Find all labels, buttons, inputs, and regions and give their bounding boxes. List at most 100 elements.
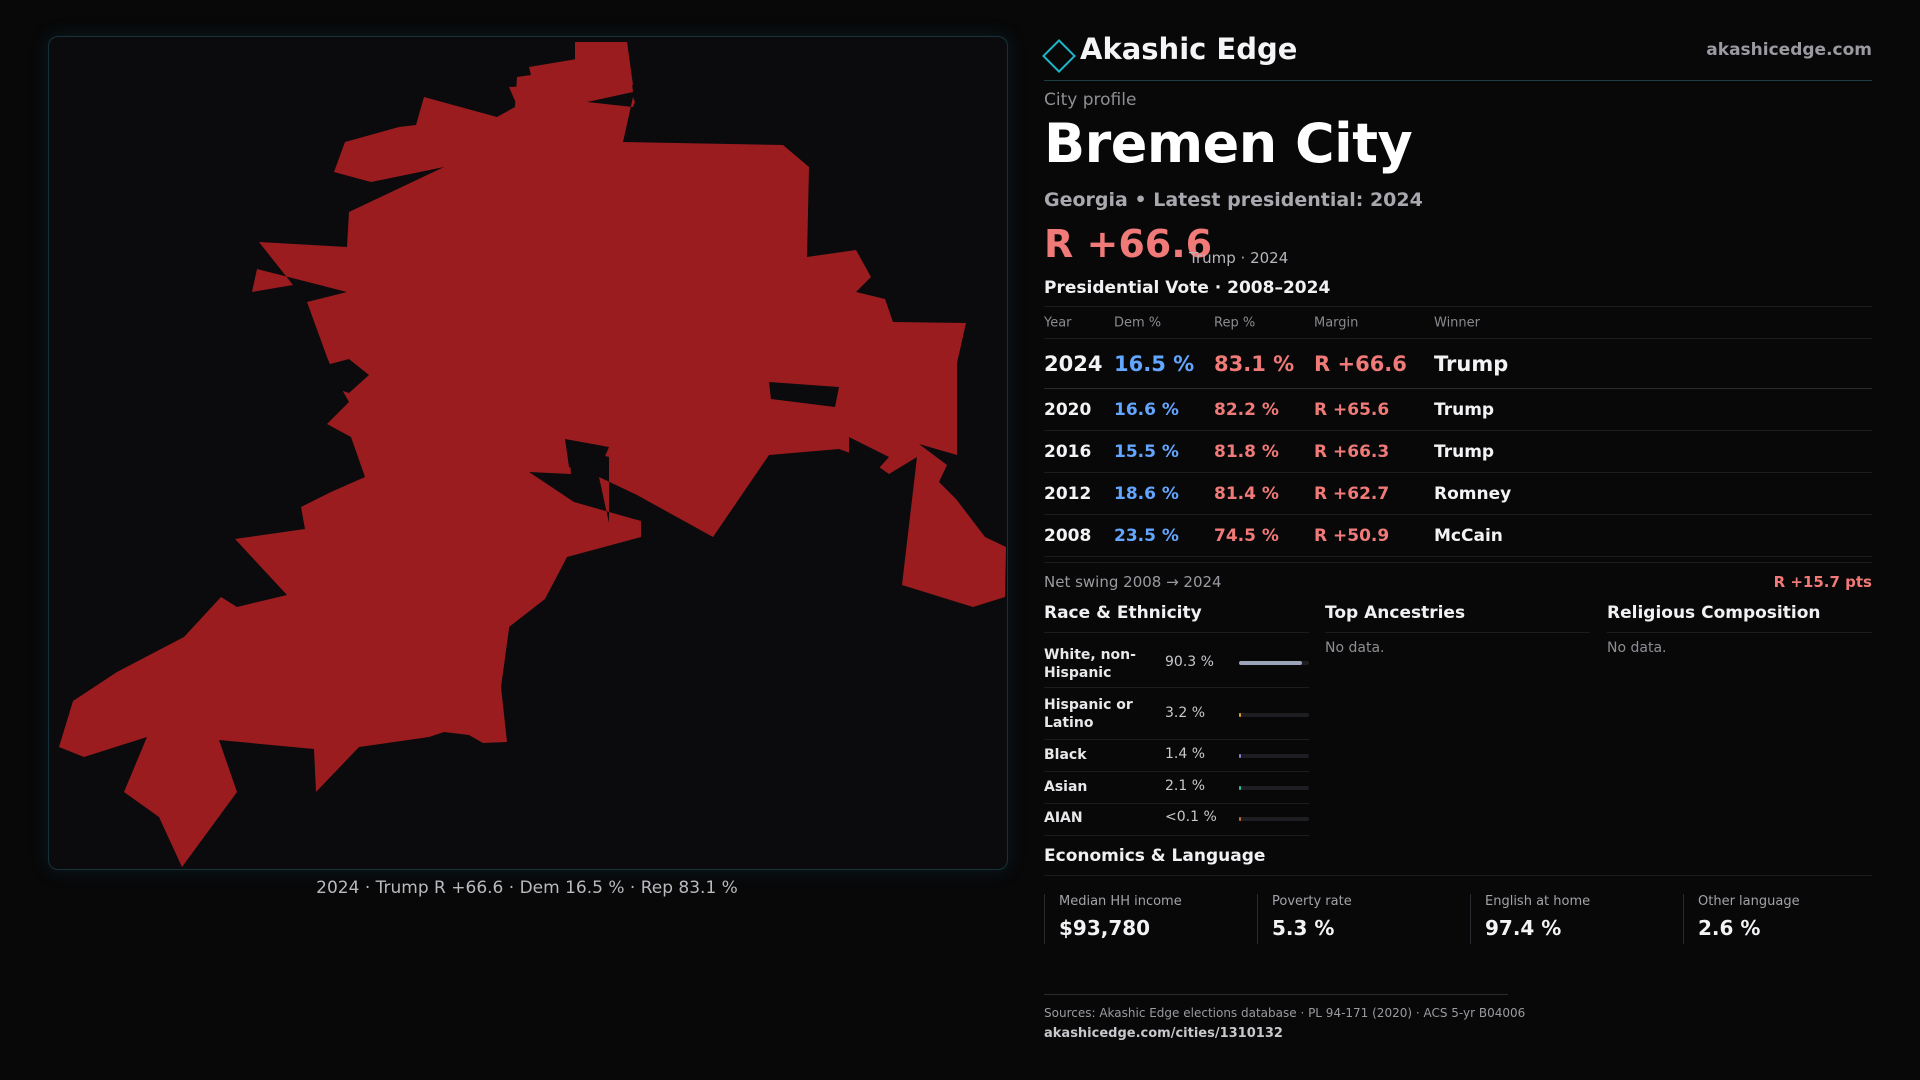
econ-value: 2.6 %: [1698, 916, 1761, 940]
ancestries-empty: No data.: [1325, 640, 1385, 656]
race-value: 3.2 %: [1165, 705, 1206, 721]
race-bar-track: [1239, 713, 1309, 717]
economics-divider: [1044, 875, 1872, 876]
race-bar-track: [1239, 817, 1309, 821]
profile-subtitle: Georgia • Latest presidential: 2024: [1044, 189, 1423, 211]
header-dem: Dem %: [1114, 315, 1162, 331]
city-boundary-shape: [59, 42, 1006, 867]
net-swing-value: R +15.7 pts: [1773, 573, 1872, 591]
race-row: Hispanic or Latino 3.2 %: [1044, 688, 1309, 740]
race-bar-fill: [1239, 661, 1303, 665]
econ-median-income: Median HH income $93,780: [1044, 894, 1245, 944]
race-bar-track: [1239, 661, 1309, 665]
net-swing-label: Net swing 2008 → 2024: [1044, 573, 1222, 591]
race-bar-track: [1239, 754, 1309, 758]
latest-margin: R +66.6: [1044, 222, 1213, 266]
table-row: 2020 16.6 % 82.2 % R +65.6 Trump: [1044, 389, 1872, 431]
row-margin: R +62.7: [1314, 483, 1390, 504]
row-winner: McCain: [1434, 525, 1503, 546]
race-label: Asian: [1044, 779, 1088, 795]
econ-value: 5.3 %: [1272, 916, 1335, 940]
page-title: Bremen City: [1044, 112, 1413, 175]
econ-value: $93,780: [1059, 916, 1151, 940]
race-row: Black 1.4 %: [1044, 740, 1309, 772]
table-row: 2012 18.6 % 81.4 % R +62.7 Romney: [1044, 473, 1872, 515]
row-year: 2012: [1044, 483, 1092, 504]
row-rep: 81.8 %: [1214, 441, 1279, 462]
econ-english-at-home: English at home 97.4 %: [1470, 894, 1671, 944]
row-winner: Trump: [1434, 399, 1495, 420]
brand-name: Akashic Edge: [1080, 32, 1298, 66]
econ-label: Other language: [1698, 894, 1800, 909]
row-margin: R +50.9: [1314, 525, 1390, 546]
city-boundary-map: [48, 36, 1008, 870]
econ-other-language: Other language 2.6 %: [1683, 894, 1873, 944]
diamond-icon: [1042, 39, 1076, 73]
header-margin: Margin: [1314, 315, 1359, 331]
footer-url-link[interactable]: akashicedge.com/cities/1310132: [1044, 1026, 1283, 1041]
row-margin: R +66.6: [1314, 351, 1407, 376]
net-swing: Net swing 2008 → 2024 R +15.7 pts: [1044, 562, 1872, 593]
table-row: 2016 15.5 % 81.8 % R +66.3 Trump: [1044, 431, 1872, 473]
race-row: AIAN <0.1 %: [1044, 804, 1309, 836]
row-dem: 15.5 %: [1114, 441, 1179, 462]
race-label: Black: [1044, 747, 1087, 763]
row-dem: 16.6 %: [1114, 399, 1179, 420]
econ-poverty-rate: Poverty rate 5.3 %: [1257, 894, 1458, 944]
vote-table-header: Year Dem % Rep % Margin Winner: [1044, 307, 1872, 339]
row-dem: 23.5 %: [1114, 525, 1179, 546]
city-profile-panel: Akashic Edge akashicedge.com City profil…: [1042, 0, 1873, 1080]
row-rep: 74.5 %: [1214, 525, 1279, 546]
race-bar-track: [1239, 786, 1309, 790]
map-caption: 2024 · Trump R +66.6 · Dem 16.5 % · Rep …: [316, 878, 738, 898]
site-link[interactable]: akashicedge.com: [1706, 40, 1872, 60]
row-year: 2020: [1044, 399, 1092, 420]
row-dem: 16.5 %: [1114, 351, 1195, 376]
econ-value: 97.4 %: [1485, 916, 1562, 940]
row-rep: 81.4 %: [1214, 483, 1279, 504]
religion-title: Religious Composition: [1607, 603, 1821, 623]
race-bar-fill: [1239, 713, 1242, 717]
header-winner: Winner: [1434, 315, 1481, 331]
race-divider: [1044, 632, 1309, 633]
profile-kicker: City profile: [1044, 90, 1137, 110]
race-row: Asian 2.1 %: [1044, 772, 1309, 804]
race-value: 1.4 %: [1165, 746, 1206, 762]
row-winner: Trump: [1434, 441, 1495, 462]
footer-divider: [1044, 994, 1508, 995]
row-rep: 83.1 %: [1214, 351, 1295, 376]
race-label: AIAN: [1044, 810, 1083, 826]
religion-empty: No data.: [1607, 640, 1667, 656]
row-rep: 82.2 %: [1214, 399, 1279, 420]
race-value: <0.1 %: [1165, 809, 1217, 825]
vote-table: Year Dem % Rep % Margin Winner 2024 16.5…: [1044, 306, 1872, 557]
race-label: White, non-Hispanic: [1044, 647, 1136, 681]
vote-table-title: Presidential Vote · 2008–2024: [1044, 278, 1331, 298]
economics-title: Economics & Language: [1044, 846, 1266, 866]
race-value: 90.3 %: [1165, 654, 1214, 670]
race-value: 2.1 %: [1165, 778, 1206, 794]
race-bar-fill: [1239, 817, 1241, 821]
race-bar-fill: [1239, 754, 1241, 758]
sources-note: Sources: Akashic Edge elections database…: [1044, 1006, 1526, 1020]
row-winner: Romney: [1434, 483, 1512, 504]
race-title: Race & Ethnicity: [1044, 603, 1202, 623]
econ-label: Poverty rate: [1272, 894, 1352, 909]
row-year: 2024: [1044, 351, 1103, 376]
header-year: Year: [1044, 315, 1072, 331]
table-row: 2008 23.5 % 74.5 % R +50.9 McCain: [1044, 515, 1872, 557]
row-margin: R +66.3: [1314, 441, 1390, 462]
race-label: Hispanic or Latino: [1044, 697, 1133, 731]
religion-divider: [1607, 632, 1872, 633]
row-year: 2016: [1044, 441, 1092, 462]
latest-margin-note: Trump · 2024: [1189, 249, 1289, 267]
race-bar-fill: [1239, 786, 1241, 790]
header: Akashic Edge akashicedge.com: [1042, 32, 1872, 81]
ancestries-title: Top Ancestries: [1325, 603, 1466, 623]
race-row: White, non-Hispanic 90.3 %: [1044, 642, 1309, 688]
table-row: 2024 16.5 % 83.1 % R +66.6 Trump: [1044, 339, 1872, 389]
row-margin: R +65.6: [1314, 399, 1390, 420]
header-rep: Rep %: [1214, 315, 1256, 331]
row-winner: Trump: [1434, 351, 1509, 376]
econ-label: English at home: [1485, 894, 1591, 909]
